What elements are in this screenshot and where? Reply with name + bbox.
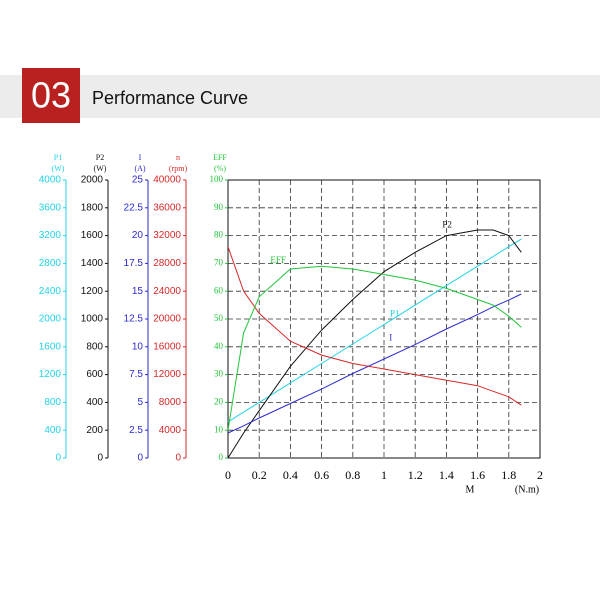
y-tick-label: 2000: [39, 314, 62, 325]
y-tick-label: 2400: [39, 286, 62, 297]
y-tick-label: 400: [44, 425, 61, 436]
y-tick-label: 5: [137, 397, 143, 408]
axis-unit: (W): [52, 164, 65, 173]
y-tick-label: 1200: [81, 286, 104, 297]
y-tick-label: 1600: [81, 230, 104, 241]
y-tick-label: 70: [214, 257, 224, 267]
axis-unit: (%): [214, 164, 226, 173]
curve: [227, 265, 522, 431]
y-tick-label: 12.5: [124, 314, 144, 325]
y-tick-label: 30: [214, 369, 224, 379]
header-badge: [22, 68, 80, 123]
curve: [227, 238, 522, 423]
y-tick-label: 16000: [153, 341, 181, 352]
y-tick-label: 7.5: [129, 369, 143, 380]
y-tick-label: 17.5: [124, 258, 144, 269]
y-tick-label: 80: [214, 230, 224, 240]
curve-label: EFF: [270, 255, 286, 265]
y-tick-label: 60: [214, 285, 224, 295]
axis-name: P1: [54, 153, 62, 162]
axis-name: EFF: [213, 153, 227, 162]
y-tick-label: 1200: [39, 369, 62, 380]
y-tick-label: 15: [132, 286, 144, 297]
x-tick-label: 0.6: [314, 468, 329, 482]
y-tick-label: 1400: [81, 258, 104, 269]
header-bar: [0, 75, 600, 118]
y-tick-label: 0: [137, 453, 143, 464]
x-unit: (N.m): [515, 484, 539, 495]
y-tick-label: 50: [214, 313, 224, 323]
y-tick-label: 25: [132, 175, 144, 186]
y-tick-label: 2800: [39, 258, 62, 269]
y-tick-label: 3600: [39, 202, 62, 213]
y-tick-label: 10: [214, 424, 224, 434]
axis-unit: (A): [134, 164, 145, 173]
y-tick-label: 1800: [81, 202, 104, 213]
y-tick-label: 36000: [153, 202, 181, 213]
y-tick-label: 1600: [39, 341, 62, 352]
y-tick-label: 600: [86, 369, 103, 380]
x-label: M: [466, 484, 475, 495]
y-tick-label: 20: [132, 230, 144, 241]
x-tick-label: 0.2: [252, 468, 267, 482]
y-tick-label: 22.5: [124, 202, 144, 213]
y-tick-label: 0: [219, 452, 224, 462]
y-tick-label: 10: [132, 341, 144, 352]
y-tick-label: 800: [44, 397, 61, 408]
y-tick-label: 2.5: [129, 425, 143, 436]
y-tick-label: 200: [86, 425, 103, 436]
axis-unit: (W): [94, 164, 107, 173]
axis-name: P2: [96, 153, 104, 162]
curve: [227, 229, 522, 459]
y-tick-label: 12000: [153, 369, 181, 380]
y-tick-label: 40000: [153, 175, 181, 186]
axis-name: n: [176, 153, 180, 162]
y-tick-label: 2000: [81, 175, 104, 186]
curve-label: P1: [390, 309, 400, 319]
x-tick-label: 1: [381, 468, 387, 482]
x-tick-label: 1.6: [470, 468, 485, 482]
y-tick-label: 28000: [153, 258, 181, 269]
y-tick-label: 0: [55, 453, 61, 464]
curve-label: P2: [442, 220, 452, 230]
x-tick-label: 0.4: [283, 468, 298, 482]
y-tick-label: 4000: [39, 175, 62, 186]
x-tick-label: 1.4: [439, 468, 454, 482]
axis-name: I: [139, 153, 142, 162]
y-tick-label: 90: [214, 202, 224, 212]
x-tick-label: 1.2: [408, 468, 423, 482]
header-number: 03: [31, 75, 71, 116]
y-tick-label: 4000: [159, 425, 182, 436]
x-tick-label: 0.8: [345, 468, 360, 482]
y-tick-label: 400: [86, 397, 103, 408]
y-tick-label: 3200: [39, 230, 62, 241]
y-tick-label: 8000: [159, 397, 182, 408]
curve: [227, 246, 522, 406]
header-title: Performance Curve: [92, 88, 248, 108]
y-tick-label: 1000: [81, 314, 104, 325]
y-tick-label: 100: [210, 174, 224, 184]
curve: [227, 293, 522, 434]
chart: 0 0.2 0.4 0.6 0.8 1 1.2 1.4 1.6 1.8 2 M (N.m) P1 (W) 0 4…: [39, 153, 543, 495]
y-tick-label: 32000: [153, 230, 181, 241]
x-tick-label: 0: [225, 468, 231, 482]
y-tick-label: 0: [97, 453, 103, 464]
y-tick-label: 40: [214, 341, 224, 351]
axis-unit: (rpm): [169, 164, 188, 173]
x-tick-label: 2: [537, 468, 543, 482]
y-tick-label: 20: [214, 396, 224, 406]
x-tick-label: 1.8: [501, 468, 516, 482]
y-tick-label: 800: [86, 341, 103, 352]
curve-label: I: [389, 333, 392, 343]
y-tick-label: 20000: [153, 314, 181, 325]
y-tick-label: 24000: [153, 286, 181, 297]
y-tick-label: 0: [175, 453, 181, 464]
